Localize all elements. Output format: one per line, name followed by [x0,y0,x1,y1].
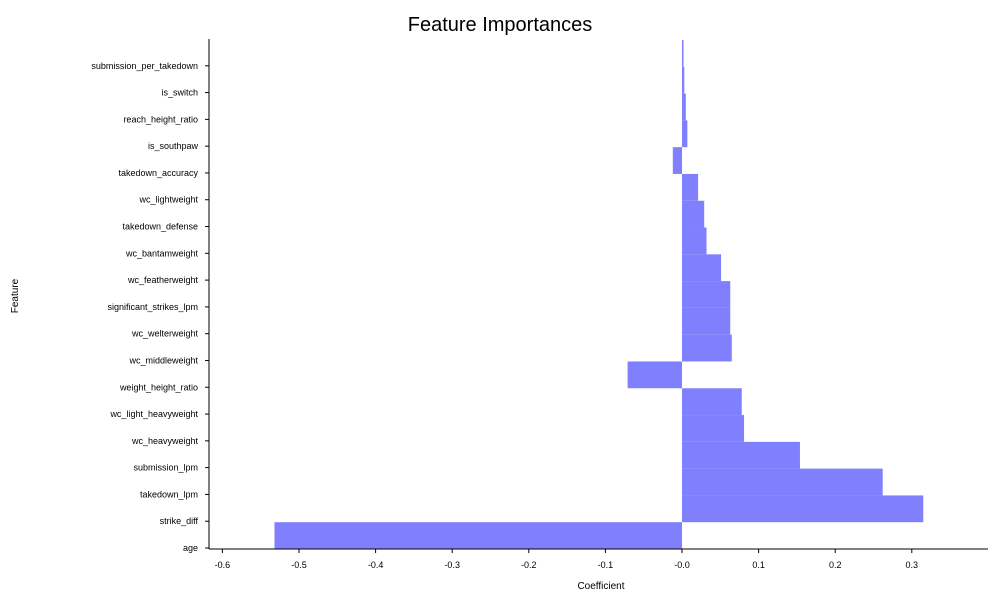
bar-takedown-accuracy [672,147,682,174]
y-tick-label: takedown_lpm [140,489,198,499]
bar-wc-heavyweight [682,415,745,442]
y-tick-label: submission_per_takedown [91,61,198,71]
x-tick-label: 0.2 [829,560,842,570]
bar-submission-per-takedown [682,40,684,67]
x-tick-label: -0.4 [368,560,384,570]
y-tick-label: is_southpaw [148,141,199,151]
y-tick-label: reach_height_ratio [123,114,198,124]
y-tick-label: wc_bantamweight [125,248,199,258]
bar-wc-middleweight [682,334,732,362]
x-tick-label: -0.3 [444,560,460,570]
bar-wc-lightweight [682,173,699,201]
y-tick-label: strike_diff [160,516,199,526]
x-axis-label: Coefficient [577,581,624,592]
y-tick-label: wc_lightweight [138,195,198,205]
y-tick-label: wc_heavyweight [131,436,199,446]
bar-age [274,522,682,549]
x-tick-label: 0.1 [752,560,765,570]
bar-takedown-lpm [682,468,883,496]
chart-title: Feature Importances [408,14,593,36]
bar-is-switch [682,66,685,94]
bar-wc-bantamweight [682,227,707,255]
y-tick-label: is_switch [161,88,198,98]
y-tick-label: takedown_accuracy [118,168,198,178]
bar-wc-featherweight [682,254,722,282]
x-tick-label: -0.1 [598,560,614,570]
x-tick-label: -0.6 [215,560,231,570]
x-tick-label: 0.3 [906,560,919,570]
y-tick-label: weight_height_ratio [119,382,198,392]
y-tick-label: wc_light_heavyweight [109,409,198,419]
bar-weight-height-ratio [627,361,682,389]
bar-significant-strikes-lpm [682,281,731,308]
y-tick-label: significant_strikes_lpm [107,302,198,312]
bar-submission-lpm [682,441,800,469]
x-tick-label: -0.5 [291,560,307,570]
y-tick-label: wc_middleweight [128,355,198,365]
bar-is-southpaw [682,120,688,148]
bar-takedown-defense [682,200,705,228]
x-tick-label: -0.2 [521,560,537,570]
y-tick-label: wc_featherweight [127,275,199,285]
y-tick-label: age [183,543,198,553]
bar-strike-diff [682,495,924,523]
y-tick-label: submission_lpm [133,463,198,473]
x-tick-label: -0.0 [674,560,690,570]
bar-wc-light-heavyweight [682,388,742,416]
y-tick-label: takedown_defense [122,222,198,232]
y-axis-label: Feature [10,278,21,313]
bar-reach-height-ratio [682,93,686,121]
y-tick-label: wc_welterweight [131,329,199,339]
bar-wc-welterweight [682,307,731,335]
